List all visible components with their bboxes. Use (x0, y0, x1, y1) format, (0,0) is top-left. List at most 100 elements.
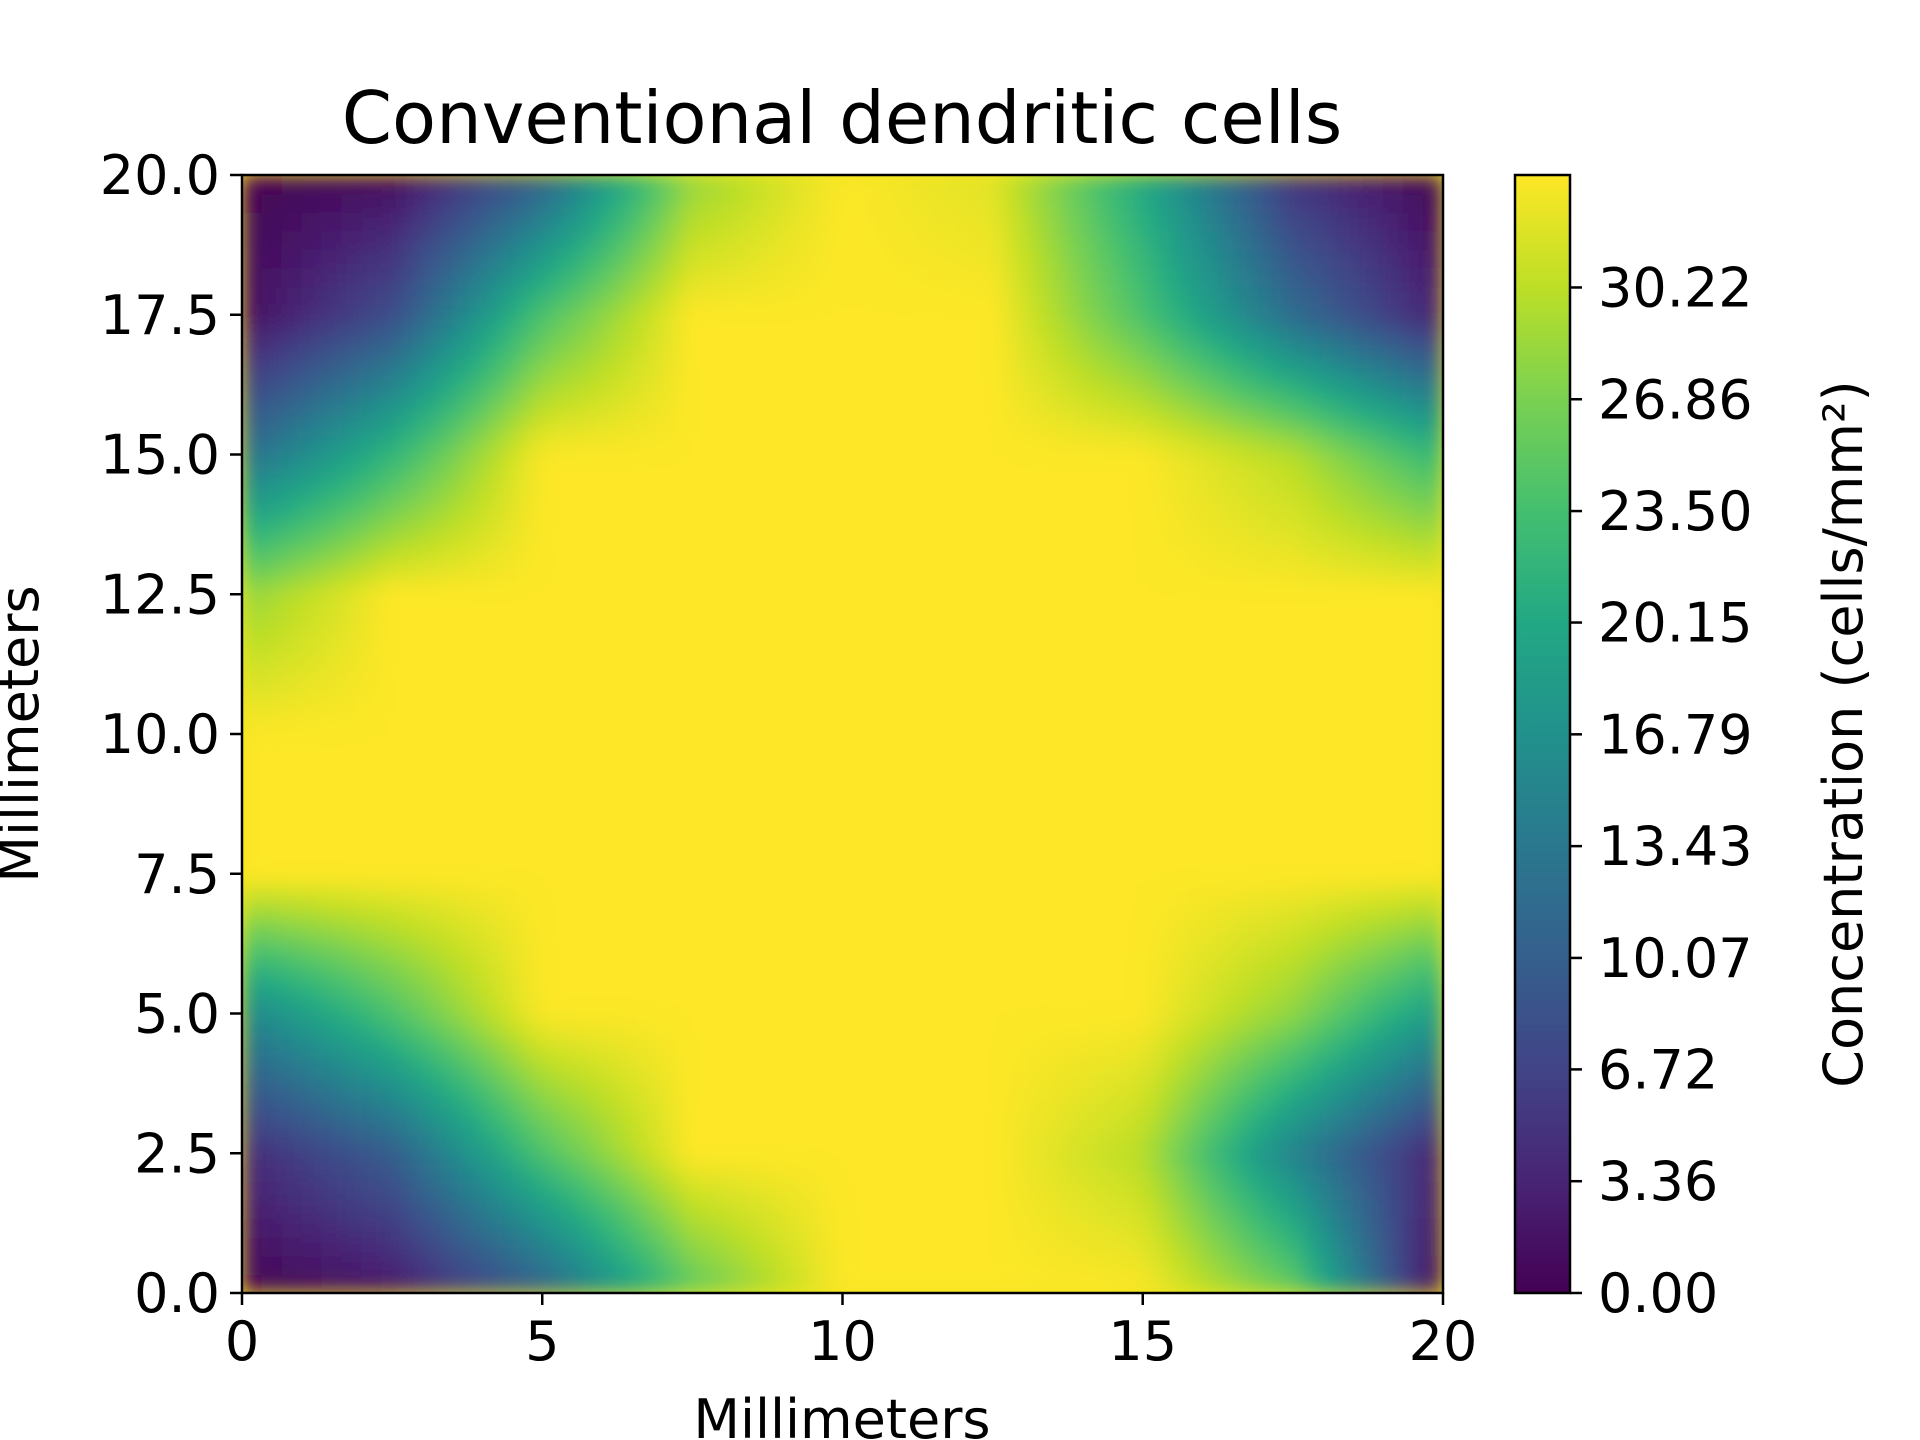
heatmap-cell (1282, 1273, 1304, 1293)
heatmap-cell (361, 547, 383, 567)
heatmap-cell (301, 249, 323, 269)
heatmap-cell (1202, 1255, 1224, 1275)
heatmap-cell (581, 621, 603, 642)
heatmap-cell (341, 808, 363, 828)
heatmap-cell (902, 789, 924, 810)
heatmap-cell (1142, 472, 1164, 493)
heatmap-cell (242, 845, 263, 865)
heatmap-cell (242, 752, 263, 772)
heatmap-cell (1162, 863, 1184, 884)
heatmap-cell (1202, 230, 1224, 251)
heatmap-cell (1102, 454, 1124, 474)
heatmap-cell (521, 975, 543, 996)
heatmap-cell (521, 454, 543, 474)
heatmap-cell (882, 435, 904, 455)
heatmap-cell (1302, 286, 1324, 306)
heatmap-cell (1062, 994, 1084, 1014)
heatmap-cell (1322, 882, 1344, 903)
heatmap-cell (1302, 193, 1324, 213)
heatmap-cell (541, 342, 563, 362)
heatmap-cell (421, 565, 443, 586)
heatmap-cell (1022, 919, 1044, 940)
heatmap-cell (1202, 211, 1224, 232)
heatmap-cell (381, 770, 403, 791)
heatmap-cell (661, 472, 683, 493)
heatmap-cell (1062, 416, 1084, 437)
heatmap-cell (1062, 1106, 1084, 1126)
heatmap-cell (361, 938, 383, 959)
heatmap-cell (1082, 267, 1104, 288)
heatmap-cell (242, 286, 263, 306)
heatmap-cell (1202, 714, 1224, 735)
heatmap-cell (281, 938, 303, 959)
heatmap-cell (681, 1124, 703, 1145)
heatmap-cell (1262, 211, 1284, 232)
heatmap-cell (1142, 1180, 1164, 1201)
heatmap-cell (1282, 1143, 1304, 1164)
heatmap-cell (1162, 696, 1184, 716)
heatmap-cell (321, 509, 343, 530)
heatmap-cell (661, 1255, 683, 1275)
heatmap-cell (1262, 379, 1284, 400)
heatmap-cell (481, 286, 503, 306)
heatmap-cell (1402, 696, 1424, 716)
heatmap-cell (1322, 845, 1344, 865)
heatmap-cell (461, 416, 483, 437)
heatmap-cell (661, 342, 683, 362)
heatmap-cell (1402, 1180, 1424, 1201)
heatmap-cell (862, 267, 884, 288)
heatmap-cell (1382, 454, 1404, 474)
heatmap-cell (781, 304, 803, 325)
heatmap-cell (982, 621, 1004, 642)
heatmap-cell (1262, 360, 1284, 381)
heatmap-cell (1142, 938, 1164, 959)
heatmap-cell (1102, 938, 1124, 959)
heatmap-cell (321, 826, 343, 847)
heatmap-cell (1102, 360, 1124, 381)
heatmap-cell (581, 175, 603, 195)
heatmap-cell (461, 1050, 483, 1070)
heatmap-cell (501, 1068, 523, 1089)
heatmap-cell (1262, 919, 1284, 940)
heatmap-cell (1082, 491, 1104, 511)
heatmap-cell (621, 975, 643, 996)
heatmap-cell (341, 1068, 363, 1089)
heatmap-cell (1282, 1106, 1304, 1126)
heatmap-cell (701, 472, 723, 493)
heatmap-cell (902, 640, 924, 660)
heatmap-cell (842, 845, 864, 865)
heatmap-cell (341, 1199, 363, 1219)
heatmap-cell (1302, 1106, 1324, 1126)
heatmap-cell (561, 658, 583, 679)
heatmap-cell (281, 1124, 303, 1145)
heatmap-cell (641, 211, 663, 232)
heatmap-cell (381, 1236, 403, 1257)
heatmap-cell (922, 938, 944, 959)
heatmap-cell (761, 919, 783, 940)
heatmap-cell (1322, 603, 1344, 623)
heatmap-cell (1382, 342, 1404, 362)
heatmap-cell (601, 1031, 623, 1052)
heatmap-cell (1162, 360, 1184, 381)
heatmap-cell (421, 1162, 443, 1182)
heatmap-cell (1382, 1124, 1404, 1145)
heatmap-cell (601, 752, 623, 772)
heatmap-cell (882, 770, 904, 791)
heatmap-cell (601, 193, 623, 213)
heatmap-cell (461, 789, 483, 810)
heatmap-cell (421, 1068, 443, 1089)
heatmap-cell (381, 1217, 403, 1238)
heatmap-cell (541, 938, 563, 959)
heatmap-cell (821, 323, 843, 344)
heatmap-cell (1002, 193, 1024, 213)
heatmap-cell (1422, 360, 1443, 381)
heatmap-cell (1422, 621, 1443, 642)
heatmap-cell (321, 863, 343, 884)
heatmap-cell (501, 547, 523, 567)
heatmap-cell (1282, 919, 1304, 940)
y-tick-label: 5.0 (134, 983, 220, 1046)
heatmap-cell (1182, 491, 1204, 511)
heatmap-cell (381, 267, 403, 288)
heatmap-cell (1002, 435, 1024, 455)
heatmap-cell (521, 1143, 543, 1164)
